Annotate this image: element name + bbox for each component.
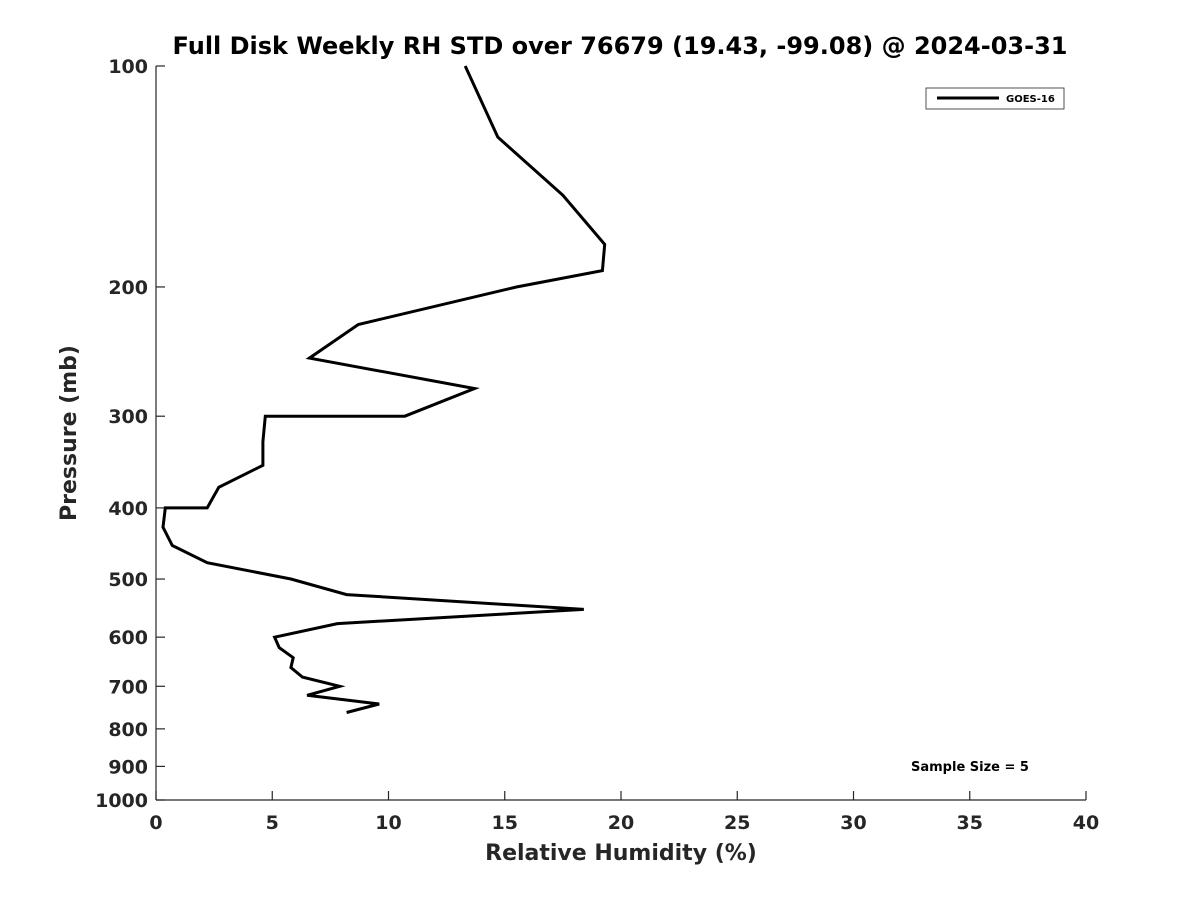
- x-tick-label: 25: [724, 812, 750, 834]
- y-axis-label: Pressure (mb): [57, 345, 82, 521]
- x-tick-label: 0: [149, 812, 162, 834]
- y-tick-label: 700: [108, 676, 148, 698]
- y-tick-label: 400: [108, 498, 148, 520]
- y-ticks: 100 200 300 400 500 600 700 800 900 1000: [95, 56, 165, 812]
- chart-title: Full Disk Weekly RH STD over 76679 (19.4…: [173, 32, 1068, 60]
- y-tick-label: 100: [108, 56, 148, 78]
- y-tick-label: 1000: [95, 790, 148, 812]
- y-tick-label: 900: [108, 756, 148, 778]
- x-tick-label: 40: [1073, 812, 1099, 834]
- y-tick-label: 300: [108, 406, 148, 428]
- x-ticks: 0 5 10 15 20 25 30 35 40: [149, 791, 1099, 834]
- legend: GOES-16: [925, 87, 1065, 110]
- y-tick-label: 500: [108, 569, 148, 591]
- x-tick-label: 10: [375, 812, 401, 834]
- x-tick-label: 35: [957, 812, 983, 834]
- series-group: [161, 65, 607, 714]
- legend-label-goes-16: GOES-16: [1006, 94, 1055, 105]
- y-tick-label: 800: [108, 719, 148, 741]
- y-tick-label: 200: [108, 277, 148, 299]
- x-tick-label: 30: [840, 812, 866, 834]
- x-tick-label: 20: [608, 812, 634, 834]
- y-tick-label: 600: [108, 627, 148, 649]
- sample-size-annotation: Sample Size = 5: [911, 760, 1029, 775]
- x-tick-label: 5: [266, 812, 279, 834]
- series-line-goes-16: [161, 65, 607, 714]
- x-tick-label: 15: [492, 812, 518, 834]
- x-axis-label: Relative Humidity (%): [485, 841, 757, 866]
